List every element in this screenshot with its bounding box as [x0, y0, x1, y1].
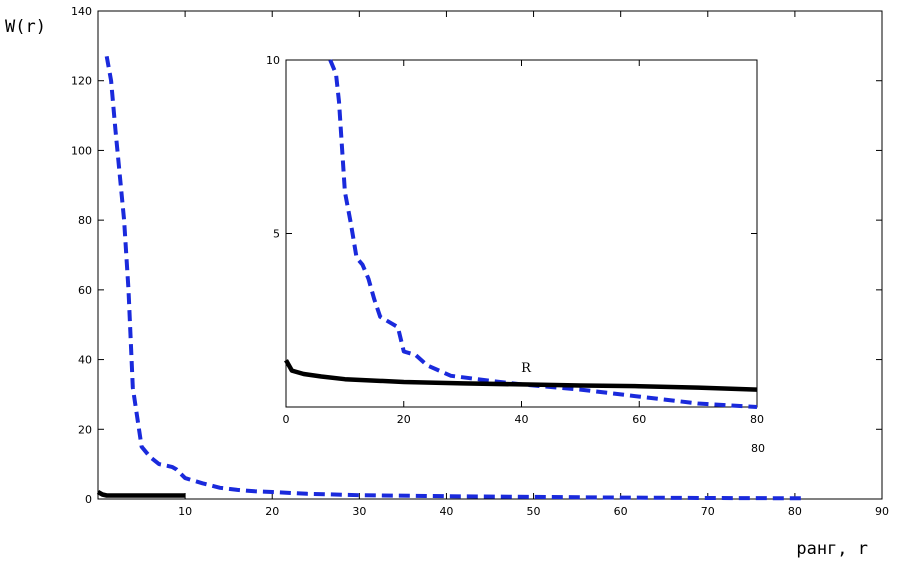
x-axis-label: ранг, r [796, 539, 868, 559]
inset-extra-label: 80 [751, 442, 765, 455]
main-x-tick-label: 70 [701, 505, 715, 518]
main-y-tick-label: 0 [85, 493, 92, 506]
y-axis-label: W(r) [5, 17, 46, 37]
main-x-tick-label: 10 [178, 505, 192, 518]
main-y-tick-label: 140 [71, 5, 92, 18]
inset-x-tick-label: 20 [397, 413, 411, 426]
main-x-tick-label: 30 [352, 505, 366, 518]
main-y-tick-label: 80 [78, 214, 92, 227]
main-y-tick-label: 60 [78, 284, 92, 297]
main-y-tick-label: 100 [71, 144, 92, 157]
main-series-dashed-line [104, 55, 804, 501]
inset-y-tick-label: 5 [273, 228, 280, 241]
main-y-tick-label: 40 [78, 354, 92, 367]
main-x-tick-label: 20 [265, 505, 279, 518]
main-x-tick-label: 40 [439, 505, 453, 518]
main-x-tick-label: 80 [788, 505, 802, 518]
inset-plot: 0 20 40 60 80 5 10 R 80 [266, 54, 765, 455]
inset-x-tick-label: 0 [283, 413, 290, 426]
main-x-tick-label: 90 [875, 505, 889, 518]
main-x-tick-label: 50 [527, 505, 541, 518]
main-series-solid-line [96, 490, 186, 498]
inset-y-tick-label: 10 [266, 54, 280, 67]
inset-frame [285, 59, 758, 408]
inset-x-tick-label: 80 [750, 413, 764, 426]
main-x-tick-label: 60 [614, 505, 628, 518]
main-y-tick-label: 20 [78, 423, 92, 436]
main-y-tick-label: 120 [71, 75, 92, 88]
inset-x-tick-label: 60 [632, 413, 646, 426]
inset-series-solid-line [284, 359, 758, 392]
inset-annotation-r: R [521, 361, 532, 376]
inset-x-tick-label: 40 [515, 413, 529, 426]
